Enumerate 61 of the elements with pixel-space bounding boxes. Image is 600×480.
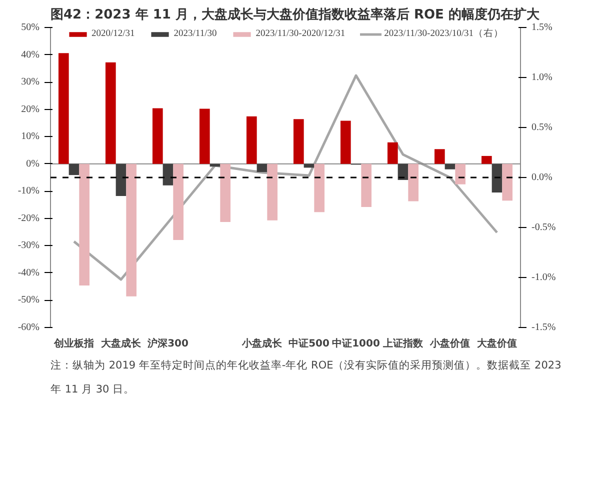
y2-tick-label: 1.0% — [532, 72, 552, 83]
chart-title: 图42：2023 年 11 月，大盘成长与大盘价值指数收益率落后 ROE 的幅度仍在扩大 — [50, 6, 540, 22]
y-tick-label: 0% — [26, 158, 40, 170]
bar — [481, 156, 492, 164]
bar — [126, 164, 137, 296]
bar — [199, 108, 210, 164]
bar — [79, 164, 90, 286]
bar — [152, 108, 163, 164]
bar — [340, 120, 351, 164]
bar — [434, 149, 445, 164]
legend-label: 2020/12/31 — [92, 28, 135, 38]
x-tick-label: 上证指数 — [382, 338, 424, 350]
x-tick-label: 小盘成长 — [241, 338, 283, 350]
bar — [173, 164, 184, 240]
x-tick-label: 小盘价值 — [429, 338, 470, 350]
bar — [58, 53, 69, 164]
bar — [267, 164, 278, 220]
y2-tick-label: 0.5% — [532, 122, 552, 133]
y2-tick-label: -1.0% — [532, 272, 556, 283]
x-tick-label: 中证500 — [288, 338, 330, 350]
bar — [492, 164, 502, 192]
y-tick-label: -20% — [18, 212, 40, 224]
x-tick-label: 大盘价值 — [476, 338, 517, 350]
bar — [246, 116, 257, 164]
legend-label: 2023/11/30 — [174, 28, 217, 38]
legend-label: 2023/11/30-2020/12/31 — [256, 28, 346, 38]
bar — [387, 142, 398, 164]
y-tick-label: -10% — [18, 186, 40, 197]
bar — [361, 164, 372, 207]
y-tick-label: 40% — [21, 49, 40, 60]
bar — [68, 164, 80, 176]
y2-tick-label: -0.5% — [532, 222, 556, 233]
bar — [256, 164, 268, 172]
x-tick-label: 大盘成长 — [100, 338, 142, 350]
y-tick-label: -50% — [18, 294, 40, 306]
y-tick-label: 20% — [21, 104, 40, 115]
bar — [455, 164, 466, 184]
bar — [444, 164, 456, 170]
y-tick-label: 10% — [21, 131, 40, 142]
legend-label: 2023/11/30-2023/10/31（右） — [384, 28, 504, 40]
bar — [314, 164, 325, 212]
y2-tick-label: 0.0% — [532, 172, 552, 183]
y-tick-label: -30% — [18, 240, 40, 252]
text: 注：纵轴为 2019 年至特定时间点的年化收益率-年化 ROE（没有实际值的采用预测值）。数据截至 2023 年 11 月 30 日。 — [50, 358, 562, 396]
bar — [162, 164, 174, 186]
bar — [105, 62, 116, 164]
x-tick-label: 沪深300 — [146, 338, 188, 350]
y-tick-label: -60% — [18, 322, 40, 333]
x-tick-label: 创业板指 — [53, 338, 94, 350]
bar — [502, 164, 513, 201]
bar — [398, 164, 408, 180]
bar — [220, 164, 231, 222]
bar — [116, 164, 126, 196]
y2-tick-label: -1.5% — [532, 322, 556, 333]
bar — [408, 164, 419, 202]
bar — [293, 119, 304, 164]
y-tick-label: 30% — [21, 76, 40, 88]
y2-tick-label: 1.5% — [532, 22, 552, 33]
x-tick-label: 中证1000 — [332, 338, 380, 350]
y-tick-label: 50% — [21, 22, 40, 33]
y-tick-label: -40% — [18, 267, 40, 278]
